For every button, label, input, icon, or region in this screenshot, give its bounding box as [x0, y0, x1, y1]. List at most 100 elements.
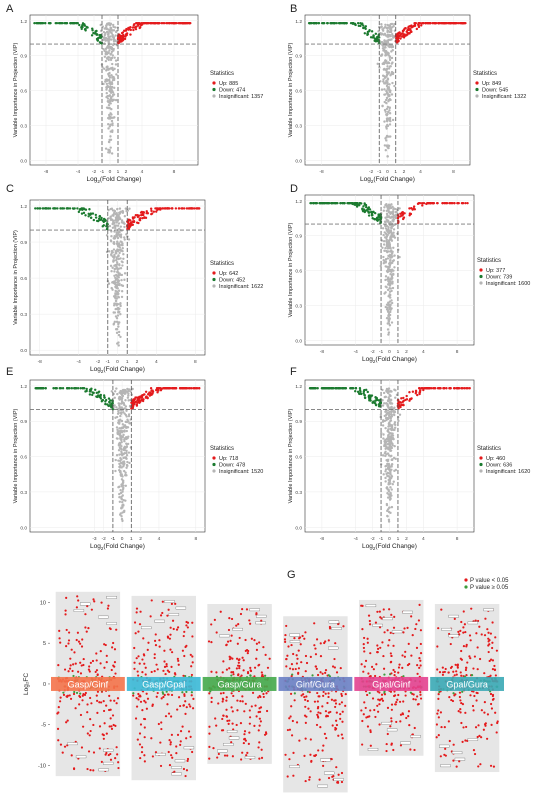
point-sig: [88, 665, 90, 667]
point-sig: [243, 733, 245, 735]
point-sig: [387, 629, 389, 631]
point-insignificant: [116, 321, 118, 323]
point-sig: [383, 668, 385, 670]
point-down: [49, 22, 51, 24]
y-tick-label: 1.2: [20, 204, 27, 210]
point-insignificant: [118, 290, 120, 292]
point-sig: [459, 708, 461, 710]
point-insignificant: [392, 247, 394, 249]
point-sig: [81, 746, 83, 748]
point-label-box: [329, 621, 339, 623]
point-sig: [82, 726, 84, 728]
point-insignificant: [390, 278, 392, 280]
y-tick-label: 0.3: [295, 123, 302, 129]
point-up: [413, 25, 415, 27]
point-down: [45, 207, 47, 209]
point-insignificant: [120, 439, 122, 441]
point-up: [149, 394, 151, 396]
point-sig: [100, 701, 102, 703]
point-sig: [103, 738, 105, 740]
point-sig: [151, 599, 153, 601]
point-sig: [183, 695, 185, 697]
point-insignificant: [384, 59, 386, 61]
point-sig: [321, 705, 323, 707]
point-down: [91, 394, 93, 396]
point-sig: [339, 713, 341, 715]
point-down: [371, 214, 373, 216]
point-up: [133, 23, 135, 25]
point-sig: [244, 639, 246, 641]
point-up: [195, 207, 197, 209]
point-insignificant: [102, 48, 104, 50]
x-tick-label: -2: [96, 359, 101, 365]
point-label-box: [318, 785, 328, 787]
point-label-box: [250, 609, 260, 611]
point-sig: [154, 657, 156, 659]
point-sig: [454, 618, 456, 620]
point-sig: [258, 741, 260, 743]
point-sig: [345, 693, 347, 695]
point-up: [138, 214, 140, 216]
legend-marker: [212, 463, 215, 466]
point-up: [128, 28, 130, 30]
point-sig: [58, 706, 60, 708]
point-label-box: [172, 766, 182, 768]
point-insignificant: [387, 309, 389, 311]
point-label-box: [366, 604, 376, 606]
point-sig: [230, 706, 232, 708]
point-sig: [108, 695, 110, 697]
point-sig: [162, 696, 164, 698]
point-label-box: [373, 624, 383, 626]
point-insignificant: [380, 432, 382, 434]
point-up: [180, 207, 182, 209]
point-sig: [259, 696, 261, 698]
point-sig: [379, 616, 381, 618]
point-insignificant: [108, 80, 110, 82]
point-sig: [300, 643, 302, 645]
point-insignificant: [387, 428, 389, 430]
point-insignificant: [121, 430, 123, 432]
point-down: [336, 202, 338, 204]
point-insignificant: [384, 477, 386, 479]
point-sig: [180, 740, 182, 742]
point-sig: [335, 720, 337, 722]
point-sig: [71, 670, 73, 672]
point-down: [69, 22, 71, 24]
point-insignificant: [384, 44, 386, 46]
point-insignificant: [108, 104, 110, 106]
point-insignificant: [118, 453, 120, 455]
point-sig: [222, 698, 224, 700]
point-insignificant: [388, 507, 390, 509]
point-insignificant: [389, 57, 391, 59]
point-up: [439, 387, 441, 389]
point-sig: [465, 674, 467, 676]
point-sig: [110, 699, 112, 701]
point-sig: [391, 703, 393, 705]
point-sig: [67, 720, 69, 722]
point-sig: [241, 695, 243, 697]
point-sig: [160, 765, 162, 767]
point-insignificant: [121, 260, 123, 262]
point-insignificant: [388, 54, 390, 56]
point-insignificant: [111, 208, 113, 210]
point-down: [312, 22, 314, 24]
point-insignificant: [115, 300, 117, 302]
point-sig: [420, 629, 422, 631]
point-insignificant: [384, 24, 386, 26]
point-sig: [436, 645, 438, 647]
point-down: [62, 387, 64, 389]
point-insignificant: [393, 218, 395, 220]
point-sig: [182, 705, 184, 707]
point-sig: [154, 640, 156, 642]
point-sig: [240, 722, 242, 724]
point-sig: [462, 726, 464, 728]
point-sig: [169, 649, 171, 651]
point-insignificant: [384, 451, 386, 453]
point-insignificant: [383, 88, 385, 90]
point-sig: [341, 721, 343, 723]
point-sig: [90, 702, 92, 704]
point-sig: [382, 700, 384, 702]
point-up: [400, 397, 402, 399]
point-insignificant: [121, 420, 123, 422]
x-axis-label-suffix: (Fold Change): [375, 356, 417, 363]
